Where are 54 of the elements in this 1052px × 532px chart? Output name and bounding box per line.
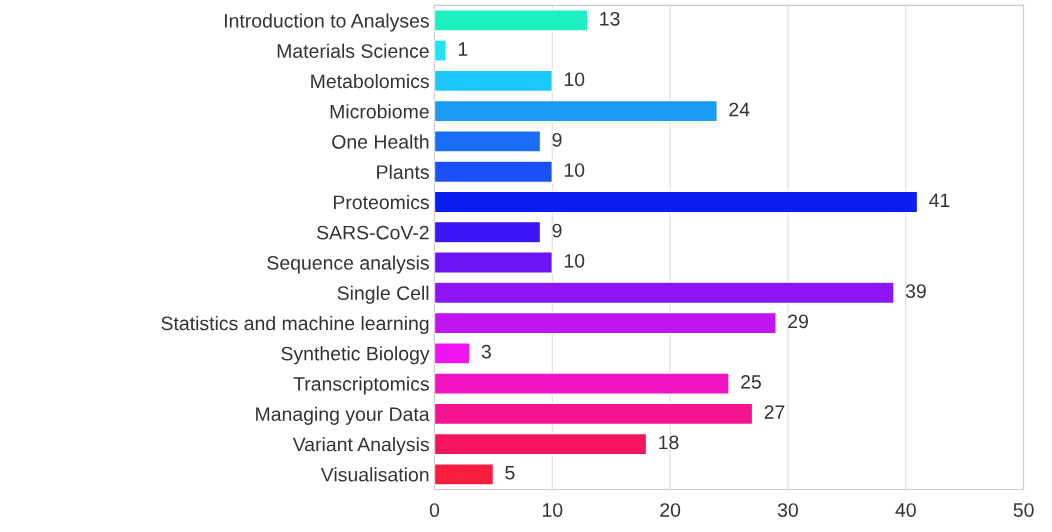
data-label: 39 — [905, 284, 926, 298]
bar — [434, 463, 495, 486]
data-label: 18 — [659, 435, 679, 450]
data-label: 25 — [741, 374, 761, 389]
bar — [434, 220, 542, 244]
y-tick-label: Statistics and machine learning — [161, 315, 429, 335]
data-label: 10 — [564, 163, 585, 177]
bar — [434, 130, 542, 153]
bar — [434, 69, 553, 93]
bar — [434, 190, 919, 214]
data-label: 5 — [505, 465, 515, 480]
data-label: 29 — [788, 314, 808, 329]
data-label: 3 — [481, 344, 491, 359]
x-tick-label: 20 — [660, 503, 681, 517]
data-label: 24 — [729, 102, 750, 117]
y-tick-label: One Health — [332, 134, 429, 149]
data-label: 9 — [552, 132, 562, 147]
y-tick-label: Plants — [377, 164, 429, 179]
y-tick-label: Managing your Data — [256, 406, 430, 425]
data-label: 10 — [564, 253, 585, 268]
y-tick-label: Proteomics — [333, 194, 429, 210]
y-tick-label: Introduction to Analyses — [224, 13, 429, 32]
x-tick-label: 40 — [895, 503, 916, 517]
bar — [434, 372, 730, 395]
data-label: 9 — [552, 223, 562, 238]
y-tick-label: Synthetic Biology — [281, 346, 430, 365]
bar — [434, 251, 553, 274]
bar — [434, 311, 777, 335]
bar — [434, 281, 895, 305]
y-tick-label: Transcriptomics — [293, 376, 429, 395]
y-tick-label: Microbiome — [330, 104, 429, 119]
bar — [434, 39, 447, 62]
bar — [434, 432, 648, 456]
data-label: 1 — [458, 42, 468, 56]
y-tick-label: Single Cell — [337, 285, 429, 304]
data-label: 27 — [764, 405, 785, 419]
bar — [434, 9, 589, 32]
x-tick-label: 0 — [429, 503, 440, 517]
y-tick-label: Variant Analysis — [292, 437, 429, 456]
y-tick-label: Metabolomics — [311, 73, 429, 89]
data-label: 41 — [929, 193, 950, 208]
bar — [434, 99, 718, 123]
data-label: 10 — [564, 72, 585, 87]
x-tick-label: 10 — [542, 503, 563, 517]
x-tick-label: 50 — [1013, 503, 1034, 517]
bar — [434, 160, 553, 184]
y-tick-label: Visualisation — [320, 467, 429, 482]
y-tick-label: SARS-CoV-2 — [317, 225, 429, 240]
x-tick-label: 30 — [777, 503, 798, 517]
bar — [434, 341, 471, 365]
y-tick-label: Sequence analysis — [267, 255, 429, 274]
data-label: 13 — [600, 11, 620, 26]
y-tick-label: Materials Science — [277, 43, 429, 58]
bar — [434, 402, 754, 426]
